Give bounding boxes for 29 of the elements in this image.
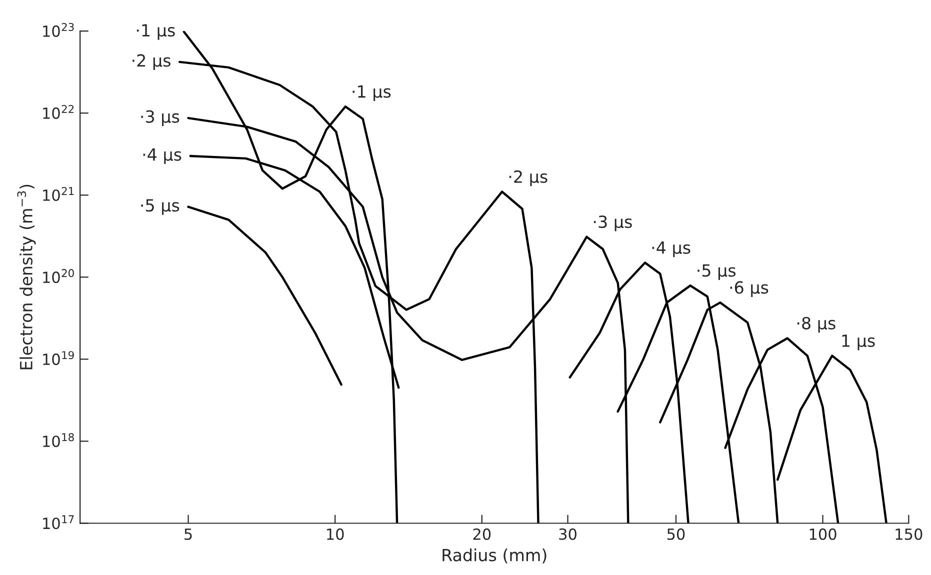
y-tick-label: 10$^{22}$ [43, 104, 74, 119]
y-tick-label: 10$^{21}$ [43, 187, 74, 202]
x-tick-label: 30 [559, 528, 576, 540]
y-tick-label: 10$^{17}$ [43, 515, 74, 530]
series-label: ·5 μs [141, 199, 180, 215]
x-axis-title: Radius (mm) [442, 548, 546, 564]
series-label: ·3 μs [141, 110, 180, 126]
x-tick-label: 5 [184, 528, 192, 540]
y-axis-title: Electron density (m$^{−3}$) [17, 184, 36, 370]
x-tick-label: 150 [896, 528, 922, 540]
series-label: ·6 μs [730, 281, 768, 298]
y-tick-label: 10$^{23}$ [43, 22, 74, 37]
x-tick-label: 50 [667, 528, 685, 540]
x-tick-label: 100 [810, 528, 836, 540]
series-label: ·4 μs [143, 148, 182, 164]
x-tick-label: 10 [327, 528, 344, 540]
series-label: ·1 μs [136, 24, 175, 40]
annotation: ·2 μs [509, 170, 548, 186]
series-label: 1 μs [842, 334, 875, 350]
annotation: ·4 μs [652, 242, 690, 258]
series-label: ·2 μs [132, 54, 170, 70]
series-label: ·8 μs [797, 316, 836, 333]
annotation: ·1 μs [352, 85, 391, 102]
x-tick-label: 20 [473, 528, 491, 540]
annotation: ·3 μs [594, 215, 632, 232]
y-tick-label: 10$^{18}$ [43, 433, 74, 448]
y-tick-label: 10$^{19}$ [43, 351, 74, 366]
annotation: ·5 μs [698, 264, 736, 280]
y-tick-label: 10$^{20}$ [43, 269, 74, 284]
